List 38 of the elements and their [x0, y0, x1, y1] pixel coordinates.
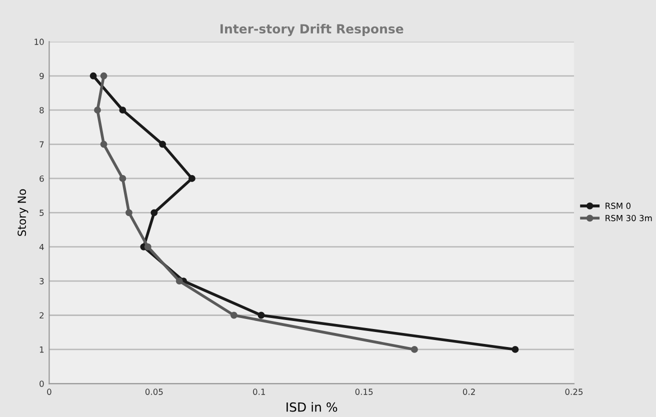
- y-tick-label: 9: [40, 72, 44, 80]
- point: [90, 72, 97, 80]
- chart-title: Inter-story Drift Response: [220, 24, 404, 36]
- y-tick-label: 7: [40, 141, 44, 148]
- point: [94, 106, 101, 114]
- point: [100, 140, 108, 148]
- y-tick-label: 4: [39, 244, 44, 250]
- x-tick-label: 0.05: [145, 388, 163, 395]
- y-tick-label: 3: [40, 278, 44, 284]
- x-tick-label: 0.1: [253, 388, 265, 395]
- y-tick-label: 2: [40, 312, 44, 318]
- point: [258, 312, 265, 319]
- x-tick-label: 0.25: [565, 388, 583, 395]
- point: [512, 346, 519, 353]
- x-tick-label: 0.15: [355, 388, 373, 395]
- y-tick-label: 1: [40, 346, 44, 353]
- point: [150, 209, 158, 216]
- point: [119, 106, 126, 114]
- point: [176, 278, 183, 285]
- y-tick-label: 10: [34, 38, 44, 45]
- point: [125, 209, 132, 216]
- x-axis-title: ISD in %: [286, 402, 338, 412]
- point: [230, 312, 238, 319]
- point: [410, 346, 418, 353]
- legend-label: RSM 0: [606, 202, 630, 209]
- y-axis-title: Story No: [18, 189, 28, 236]
- point: [188, 175, 196, 182]
- point: [119, 175, 126, 182]
- y-tick-label: 5: [40, 210, 44, 216]
- point: [159, 140, 166, 148]
- point: [144, 243, 152, 250]
- x-tick-label: 0.2: [462, 388, 475, 395]
- y-tick-label: 0: [40, 380, 44, 387]
- point: [100, 72, 108, 80]
- x-tick-label: 0: [47, 388, 52, 395]
- y-tick-label: 8: [40, 107, 44, 114]
- y-tick-label: 6: [40, 175, 44, 182]
- legend-label: RSM 30 3m: [606, 214, 652, 222]
